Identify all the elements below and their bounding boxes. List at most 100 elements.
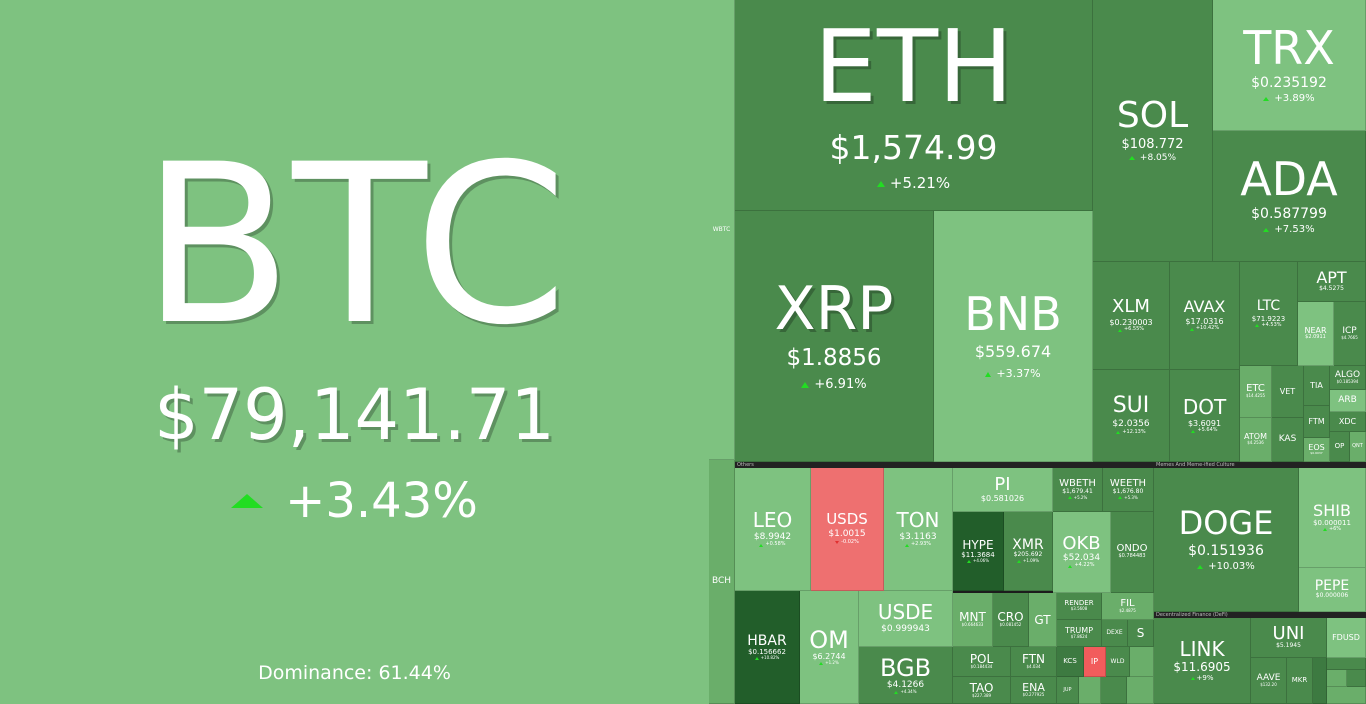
tile-weeth[interactable]: WEETH $1,676.80 +5.3% <box>1103 468 1154 512</box>
tile-misc-4[interactable] <box>1127 677 1154 704</box>
tile-xmr[interactable]: XMR $205.692 +1.09% <box>1004 512 1053 591</box>
tile-pepe[interactable]: PEPE $0.000006 <box>1299 568 1366 612</box>
om-change: +1.2% <box>825 660 839 666</box>
trump-symbol: TRUMP <box>1064 625 1094 635</box>
weeth-change: +5.3% <box>1124 494 1138 500</box>
tile-misc-5[interactable] <box>1313 658 1327 704</box>
up-arrow-icon <box>904 543 909 547</box>
usde-price: $0.999943 <box>881 624 930 635</box>
tile-atom[interactable]: ATOM $4.2536 <box>1240 418 1272 462</box>
tile-usds[interactable]: USDS $1.0015 -0.02% <box>811 468 884 591</box>
tile-ada[interactable]: ADA $0.587799 +7.53% <box>1213 131 1366 262</box>
ton-change: +2.93% <box>910 541 932 548</box>
vet-symbol: VET <box>1279 386 1296 396</box>
tile-ena[interactable]: ENA $0.277925 <box>1011 677 1057 704</box>
tile-sui[interactable]: SUI $2.0356 +12.13% <box>1093 370 1170 462</box>
ondo-symbol: ONDO <box>1116 543 1148 555</box>
tile-wbtc[interactable]: WBTC <box>709 0 735 460</box>
up-arrow-icon <box>966 559 971 563</box>
tile-tao[interactable]: TAO $227.389 <box>953 677 1011 704</box>
tile-misc-8[interactable] <box>1347 670 1366 687</box>
dot-change-row: +5.64% <box>1191 427 1218 434</box>
tile-misc-3[interactable] <box>1101 677 1127 704</box>
sol-symbol: SOL <box>1116 94 1189 136</box>
ton-change-row: +2.93% <box>904 541 932 548</box>
tile-usde[interactable]: USDE $0.999943 <box>859 591 953 647</box>
tile-trump[interactable]: TRUMP $7.8624 <box>1057 620 1102 647</box>
weeth-price: $1,676.80 <box>1112 487 1144 495</box>
tile-misc-2[interactable] <box>1079 677 1101 704</box>
tile-mnt[interactable]: MNT $0.664633 <box>953 593 993 647</box>
tile-fdusd[interactable]: FDUSD <box>1327 618 1366 658</box>
tile-near[interactable]: NEAR $2.0911 <box>1298 302 1334 366</box>
tile-dexe[interactable]: DEXE <box>1102 620 1128 647</box>
tile-arb[interactable]: ARB <box>1330 390 1366 412</box>
tile-xrp[interactable]: XRP $1.8856 +6.91% <box>735 211 934 462</box>
tile-misc-1[interactable] <box>1130 647 1154 677</box>
tile-ondo[interactable]: ONDO $0.784483 <box>1111 512 1154 593</box>
tile-ip[interactable]: IP <box>1084 647 1106 677</box>
tile-hbar[interactable]: HBAR $0.156662 +10.82% <box>735 591 800 704</box>
tile-hype[interactable]: HYPE $11.3684 +4.06% <box>953 512 1004 591</box>
leo-price: $8.9942 <box>753 531 792 542</box>
tile-ton[interactable]: TON $3.1163 +2.93% <box>884 468 953 591</box>
tile-algo[interactable]: ALGO $0.185394 <box>1330 366 1366 390</box>
tile-cro[interactable]: CRO $0.081452 <box>993 593 1029 647</box>
tile-misc-9[interactable] <box>1327 687 1366 704</box>
tile-kas[interactable]: KAS <box>1272 418 1304 462</box>
tile-s[interactable]: S <box>1128 620 1154 647</box>
tile-pi[interactable]: PI $0.581026 <box>953 468 1053 512</box>
algo-symbol: ALGO <box>1334 369 1361 380</box>
tile-bgb[interactable]: BGB $4.1266 +4.34% <box>859 647 953 704</box>
tile-bch[interactable]: BCH <box>709 460 735 704</box>
tile-eth[interactable]: ETH $1,574.99 +5.21% <box>735 0 1093 211</box>
tile-mkr[interactable]: MKR <box>1287 658 1313 704</box>
tile-trx[interactable]: TRX $0.235192 +3.89% <box>1213 0 1366 131</box>
tile-om[interactable]: OM $6.2744 +1.2% <box>800 591 859 704</box>
tile-btc[interactable]: BTC $79,141.71 +3.43% Dominance: 61.44% <box>0 0 709 704</box>
ada-change: +7.53% <box>1274 224 1315 236</box>
ltc-price: $71.9223 <box>1251 314 1286 323</box>
tile-shib[interactable]: SHIB $0.000011 +6% <box>1299 468 1366 568</box>
tile-misc-6[interactable] <box>1327 658 1366 670</box>
xlm-change: +6.55% <box>1123 326 1145 333</box>
tile-wld[interactable]: WLD <box>1106 647 1130 677</box>
tile-ltc[interactable]: LTC $71.9223 +4.53% <box>1240 262 1298 366</box>
tile-sol[interactable]: SOL $108.772 +8.05% <box>1093 0 1213 262</box>
tile-ftm[interactable]: FTM <box>1304 406 1330 438</box>
tile-ftn[interactable]: FTN $4.034 <box>1011 647 1057 677</box>
tile-etc[interactable]: ETC $14.4255 <box>1240 366 1272 418</box>
btc-change-row: +3.43% <box>231 473 478 529</box>
tile-link[interactable]: LINK $11.6905 +9% <box>1154 618 1251 704</box>
tile-uni[interactable]: UNI $5.1945 <box>1251 618 1327 658</box>
tile-fil[interactable]: FIL $2.4875 <box>1102 593 1154 620</box>
tile-op[interactable]: OP <box>1330 432 1350 462</box>
tile-xdc[interactable]: XDC <box>1330 412 1366 432</box>
wbeth-price: $1,679.41 <box>1062 487 1093 495</box>
tile-avax[interactable]: AVAX $17.0316 +10.42% <box>1170 262 1240 370</box>
tile-qnt[interactable]: QNT <box>1350 432 1366 462</box>
tile-tia[interactable]: TIA <box>1304 366 1330 406</box>
tile-kcs[interactable]: KCS <box>1057 647 1084 677</box>
tile-apt[interactable]: APT $4.5275 <box>1298 262 1366 302</box>
tile-wbeth[interactable]: WBETH $1,679.41 +5.2% <box>1053 468 1103 512</box>
tile-pol[interactable]: POL $0.184434 <box>953 647 1011 677</box>
tile-bnb[interactable]: BNB $559.674 +3.37% <box>934 211 1093 462</box>
tile-doge[interactable]: DOGE $0.151936 +10.03% <box>1154 468 1299 612</box>
xrp-change-row: +6.91% <box>801 377 867 393</box>
tile-dot[interactable]: DOT $3.6091 +5.64% <box>1170 370 1240 462</box>
tile-jup[interactable]: JUP <box>1057 677 1079 704</box>
tile-eos[interactable]: EOS $0.6037 <box>1304 438 1330 462</box>
bgb-price: $4.1266 <box>886 679 925 690</box>
tile-render[interactable]: RENDER $3.5608 <box>1057 593 1102 620</box>
tile-misc-7[interactable] <box>1327 670 1347 687</box>
wbeth-change-row: +5.2% <box>1067 495 1087 501</box>
tile-vet[interactable]: VET <box>1272 366 1304 418</box>
tile-leo[interactable]: LEO $8.9942 +0.58% <box>735 468 811 591</box>
tile-aave[interactable]: AAVE $132.20 <box>1251 658 1287 704</box>
tile-okb[interactable]: OKB $52.034 +4.22% <box>1053 512 1111 593</box>
tile-icp[interactable]: ICP $4.7665 <box>1334 302 1366 366</box>
tile-xlm[interactable]: XLM $0.230003 +6.55% <box>1093 262 1170 370</box>
tile-gt[interactable]: GT <box>1029 593 1057 647</box>
okb-change: +4.22% <box>1074 562 1095 569</box>
